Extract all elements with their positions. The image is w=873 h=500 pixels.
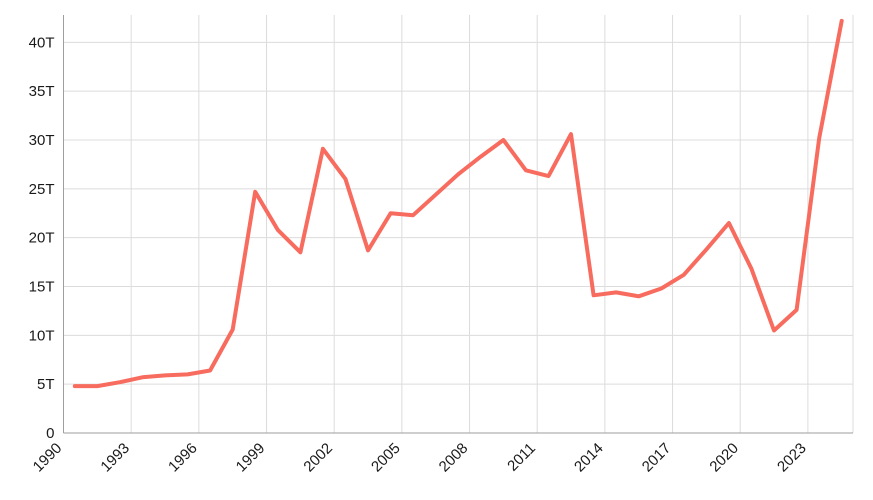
y-tick-label: 10T [29, 327, 55, 344]
y-tick-label: 5T [37, 376, 55, 393]
x-tick-label: 2002 [300, 440, 336, 476]
x-tick-label: 1999 [233, 440, 269, 476]
y-tick-label: 35T [29, 83, 55, 100]
x-tick-label: 2020 [706, 440, 742, 476]
data-line-series [72, 18, 844, 389]
y-tick-label: 40T [29, 34, 55, 51]
x-tick-label: 1993 [97, 440, 133, 476]
y-tick-label: 25T [29, 181, 55, 198]
y-tick-label: 15T [29, 279, 55, 296]
x-tick-label: 2008 [436, 440, 472, 476]
y-tick-label: 30T [29, 132, 55, 149]
x-tick-label: 1996 [165, 440, 201, 476]
x-tick-label: 2017 [639, 440, 675, 476]
x-tick-label: 2014 [571, 440, 607, 476]
x-tick-label: 2023 [774, 440, 810, 476]
y-tick-label: 20T [29, 230, 55, 247]
x-tick-label: 1990 [30, 440, 66, 476]
y-tick-label: 0 [46, 425, 54, 442]
x-tick-label: 2005 [368, 440, 404, 476]
x-tick-label: 2011 [504, 440, 539, 475]
